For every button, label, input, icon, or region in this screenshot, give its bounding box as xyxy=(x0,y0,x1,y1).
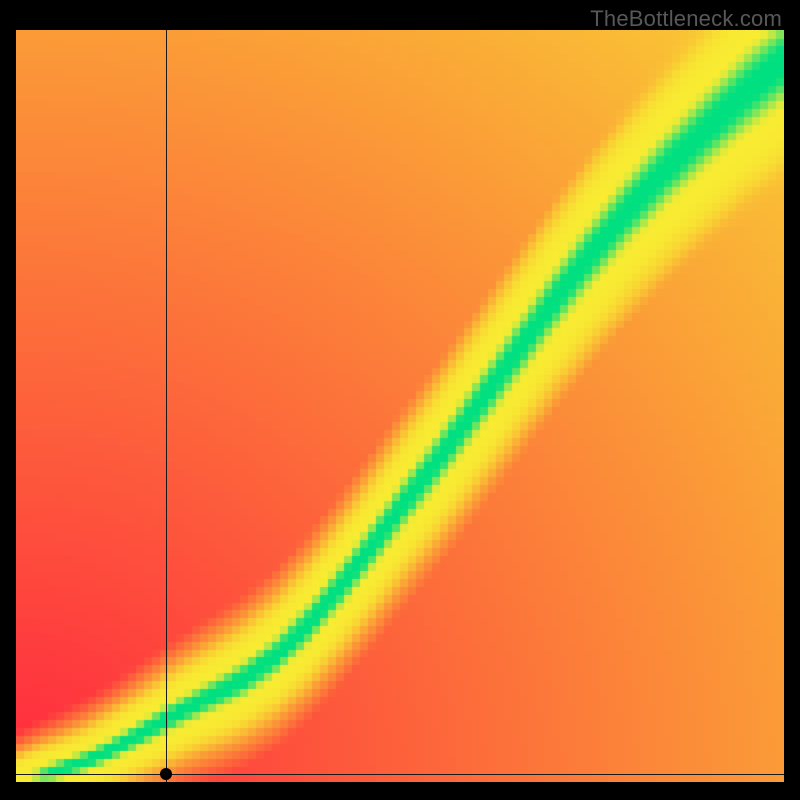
plot-area xyxy=(16,30,784,782)
crosshair-marker xyxy=(160,768,172,780)
crosshair-horizontal xyxy=(16,774,784,775)
watermark-text: TheBottleneck.com xyxy=(590,6,782,32)
crosshair-vertical xyxy=(166,30,167,782)
root: TheBottleneck.com xyxy=(0,0,800,800)
heatmap-canvas xyxy=(16,30,784,782)
